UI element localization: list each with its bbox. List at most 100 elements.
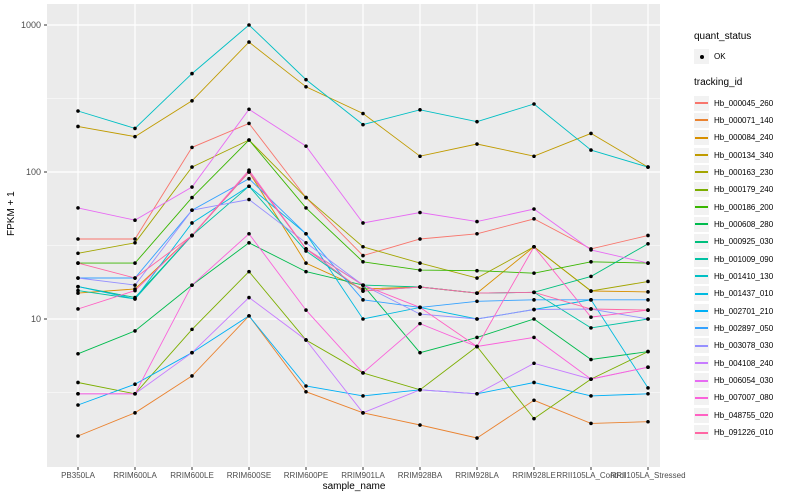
data-point — [133, 237, 137, 241]
legend-item-Hb_048755_020: Hb_048755_020 — [694, 407, 800, 424]
data-point — [646, 279, 650, 284]
legend-item-Hb_000179_240: Hb_000179_240 — [694, 181, 800, 198]
data-point — [418, 312, 422, 316]
data-point — [646, 290, 650, 294]
data-point — [247, 121, 251, 126]
data-point — [76, 391, 80, 396]
data-point — [304, 84, 308, 89]
data-point — [532, 398, 536, 403]
data-point — [76, 276, 80, 280]
legend-item-label: Hb_000608_280 — [714, 219, 774, 229]
legend-item-label: Hb_000071_140 — [714, 115, 774, 125]
legend-item-label: OK — [714, 52, 726, 62]
data-point — [532, 298, 536, 302]
data-point — [418, 261, 422, 265]
series-swatch-icon — [694, 234, 709, 250]
data-point — [247, 40, 251, 44]
data-point — [589, 148, 593, 152]
data-point — [589, 131, 593, 136]
data-point — [133, 126, 137, 131]
data-point — [418, 387, 422, 392]
legend-item-Hb_006054_030: Hb_006054_030 — [694, 372, 800, 389]
series-swatch-icon — [694, 425, 709, 441]
data-point — [361, 253, 365, 258]
data-point — [133, 261, 137, 265]
data-point — [475, 291, 479, 295]
data-point — [475, 391, 479, 396]
data-point — [361, 298, 365, 302]
data-point — [418, 350, 422, 355]
series-swatch-icon — [694, 390, 709, 406]
data-point — [589, 274, 593, 279]
data-point — [304, 389, 308, 394]
legend-item-Hb_000608_280: Hb_000608_280 — [694, 216, 800, 233]
legend-quant-status: quant_status OK — [694, 31, 800, 65]
data-point — [190, 99, 194, 103]
data-point — [646, 317, 650, 321]
data-point — [190, 185, 194, 189]
legend-item-Hb_091226_010: Hb_091226_010 — [694, 424, 800, 441]
data-point — [361, 244, 365, 249]
legend-item-Hb_001009_090: Hb_001009_090 — [694, 250, 800, 267]
series-swatch-icon — [694, 164, 709, 180]
x-tick-label: RRIM928LE — [512, 471, 556, 480]
data-point — [475, 299, 479, 304]
data-point — [133, 283, 137, 287]
data-point — [190, 350, 194, 355]
data-point — [76, 237, 80, 241]
data-point — [589, 326, 593, 330]
data-point — [76, 261, 80, 265]
data-point — [190, 165, 194, 169]
legend-item-Hb_000134_340: Hb_000134_340 — [694, 146, 800, 163]
data-point — [190, 327, 194, 332]
data-point — [418, 154, 422, 159]
data-point — [646, 308, 650, 312]
legend-item-ok: OK — [694, 48, 800, 65]
series-swatch-icon — [694, 216, 709, 232]
data-point — [418, 237, 422, 241]
legend-item-label: Hb_001009_090 — [714, 254, 774, 264]
data-point — [133, 329, 137, 333]
data-point — [133, 382, 137, 387]
data-point — [418, 423, 422, 427]
data-point — [304, 308, 308, 312]
data-point — [589, 248, 593, 252]
data-point — [76, 291, 80, 295]
data-point — [646, 391, 650, 396]
data-point — [247, 176, 251, 181]
legend-item-label: Hb_002897_050 — [714, 323, 774, 333]
data-point — [304, 144, 308, 148]
x-tick-label: PB350LA — [61, 471, 95, 480]
series-swatch-icon — [694, 199, 709, 215]
y-tick-label: 1000 — [21, 20, 41, 30]
data-point — [475, 276, 479, 280]
x-tick-label: RRIM928BA — [398, 471, 443, 480]
data-point — [532, 217, 536, 221]
legend-item-label: Hb_000084_240 — [714, 133, 774, 143]
x-tick-label: RRIM600SE — [227, 471, 271, 480]
data-point — [532, 102, 536, 106]
data-point — [133, 218, 137, 223]
legend-item-Hb_000186_200: Hb_000186_200 — [694, 198, 800, 215]
data-point — [475, 119, 479, 124]
x-axis-title: sample_name — [322, 481, 386, 492]
legend-item-label: Hb_007007_080 — [714, 393, 774, 403]
data-point — [532, 290, 536, 295]
data-point — [133, 134, 137, 139]
legend-item-Hb_002701_210: Hb_002701_210 — [694, 302, 800, 319]
data-point — [304, 269, 308, 274]
data-point — [418, 305, 422, 310]
data-point — [190, 195, 194, 200]
data-point — [304, 384, 308, 388]
data-point — [133, 411, 137, 415]
data-point — [646, 261, 650, 265]
panel-background — [47, 4, 660, 467]
data-point — [190, 283, 194, 287]
data-point — [361, 371, 365, 375]
data-point — [247, 314, 251, 318]
data-point — [76, 251, 80, 256]
data-point — [133, 391, 137, 396]
data-point — [589, 394, 593, 398]
legend-item-label: Hb_000134_340 — [714, 150, 774, 160]
